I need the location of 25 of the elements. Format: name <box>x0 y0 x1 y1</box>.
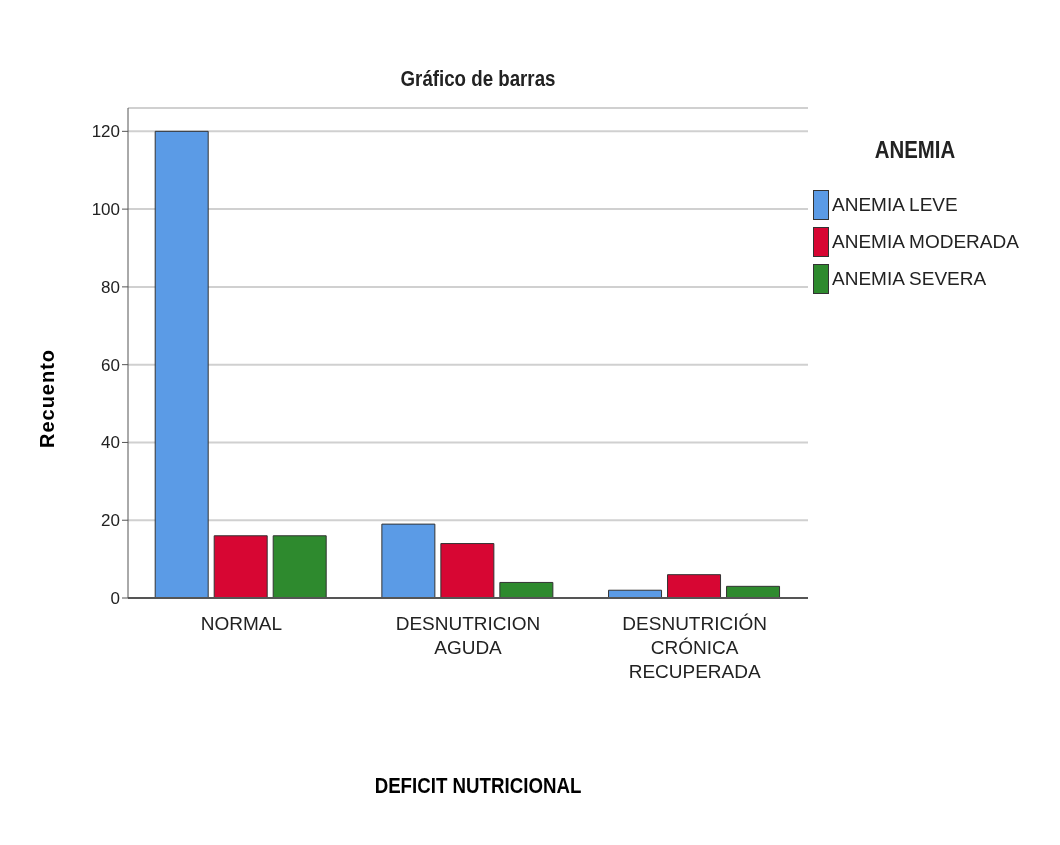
bar <box>213 535 268 598</box>
x-tick-label: DESNUTRICIÓN CRÓNICA RECUPERADA <box>622 613 767 682</box>
legend-label: ANEMIA LEVE <box>832 193 958 216</box>
y-tick-label: 100 <box>91 200 120 220</box>
x-axis-title: DEFICIT NUTRICIONAL <box>373 773 583 799</box>
bar <box>499 581 554 598</box>
x-tick-label: DESNUTRICION AGUDA <box>395 613 541 658</box>
x-tick-label: NORMAL <box>200 613 282 634</box>
chart-title: Gráfico de barras <box>399 66 557 92</box>
bar <box>726 585 781 598</box>
y-tick-label: 40 <box>101 433 120 453</box>
y-tick-label: 80 <box>101 277 120 297</box>
y-tick-label: 20 <box>101 511 120 531</box>
bar <box>667 574 722 598</box>
bar <box>381 523 436 598</box>
y-axis-title: Recuento <box>36 348 60 448</box>
legend-label: ANEMIA MODERADA <box>832 230 1019 253</box>
bar <box>272 535 327 598</box>
bar <box>154 130 209 598</box>
y-tick-label: 120 <box>91 122 120 142</box>
y-tick-label: 60 <box>101 355 120 375</box>
legend-title: ANEMIA <box>874 136 957 164</box>
y-tick-label: 0 <box>110 589 120 609</box>
bar <box>440 543 495 598</box>
legend-label: ANEMIA SEVERA <box>832 267 987 290</box>
